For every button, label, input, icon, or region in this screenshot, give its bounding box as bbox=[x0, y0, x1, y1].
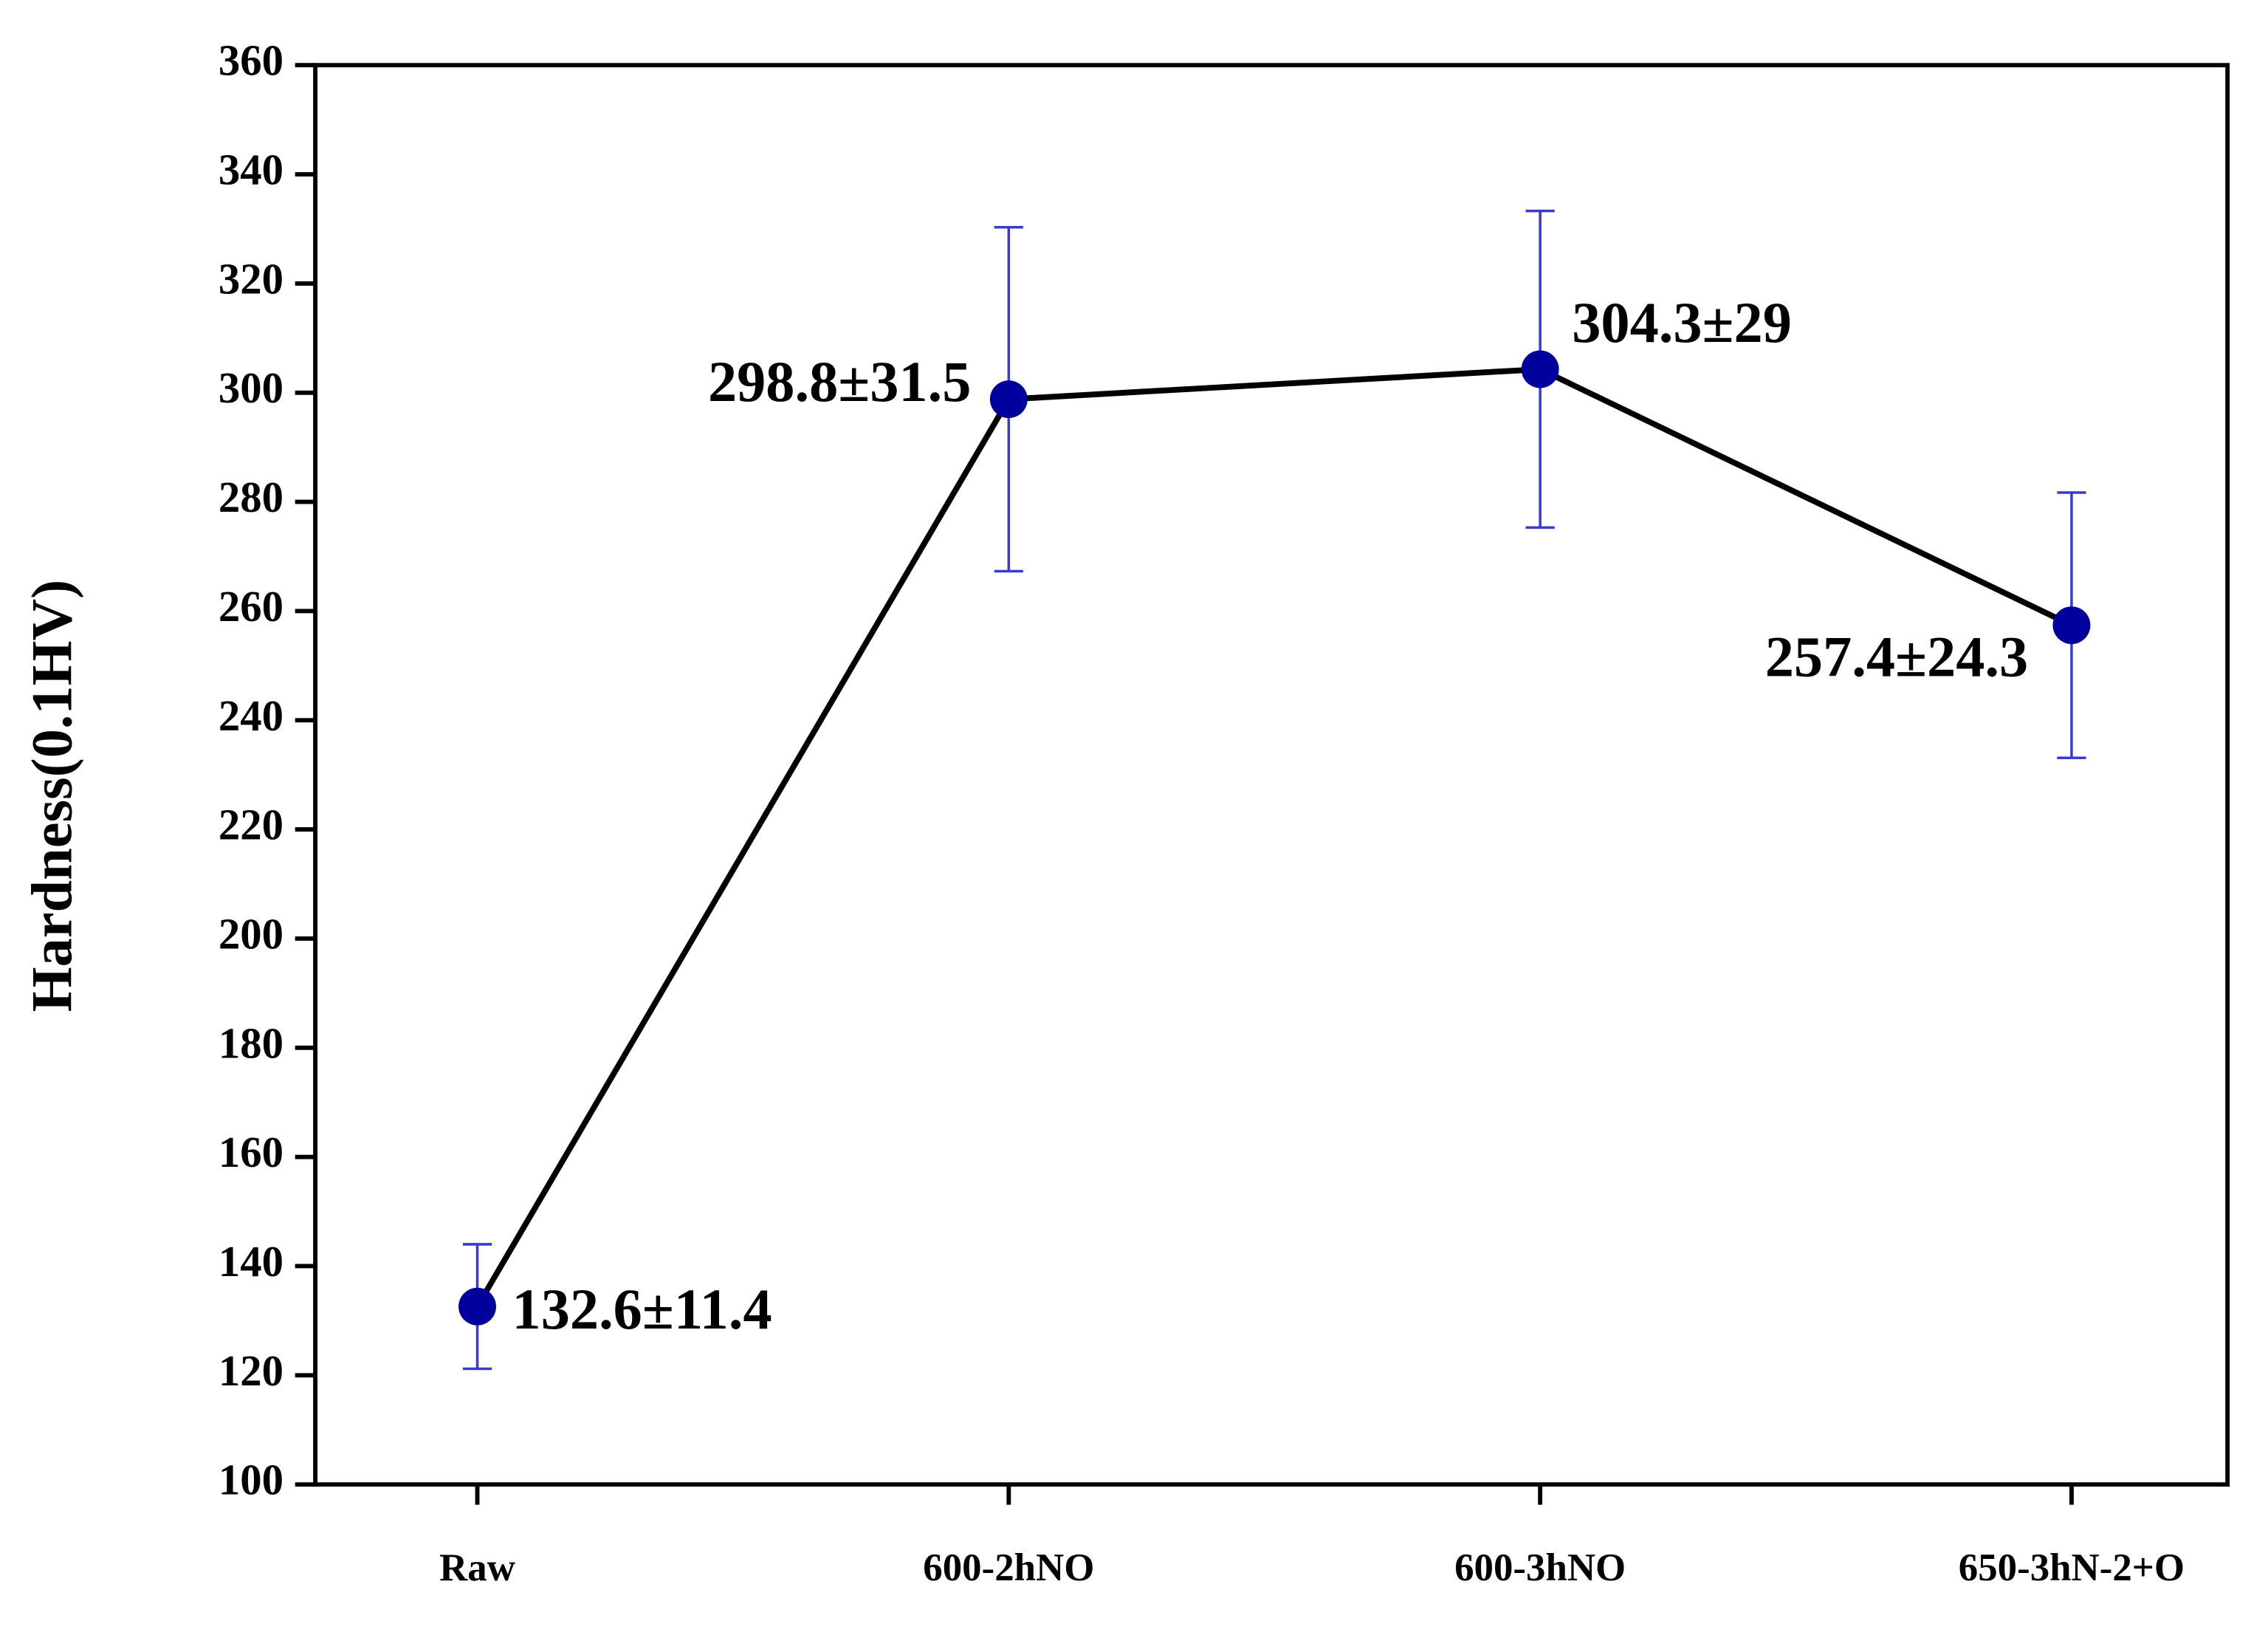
y-tick-label: 280 bbox=[219, 473, 284, 521]
y-tick-label: 220 bbox=[219, 801, 284, 849]
data-point bbox=[1521, 350, 1559, 388]
x-tick-label: Raw bbox=[439, 1546, 515, 1589]
data-point bbox=[989, 380, 1028, 419]
y-tick-label: 320 bbox=[219, 255, 284, 303]
x-tick-label: 600-3hNO bbox=[1454, 1546, 1626, 1589]
y-tick-label: 120 bbox=[219, 1347, 284, 1395]
data-line bbox=[475, 366, 2073, 1309]
plot-frame bbox=[313, 63, 2230, 1487]
x-tick-label: 650-3hN-2+O bbox=[1959, 1546, 2185, 1589]
y-tick-label: 100 bbox=[219, 1456, 284, 1504]
y-tick-label: 240 bbox=[219, 692, 284, 740]
y-tick-label: 160 bbox=[219, 1128, 284, 1176]
y-tick-label: 360 bbox=[219, 37, 284, 85]
y-tick-label: 200 bbox=[219, 910, 284, 958]
x-tick-label: 600-2hNO bbox=[923, 1546, 1094, 1589]
y-tick-label: 140 bbox=[219, 1238, 284, 1286]
value-label: 257.4±24.3 bbox=[1765, 625, 2028, 689]
y-tick-label: 260 bbox=[219, 583, 284, 631]
y-tick-label: 340 bbox=[219, 146, 284, 194]
value-label: 304.3±29 bbox=[1572, 290, 1792, 354]
value-label: 132.6±11.4 bbox=[512, 1277, 772, 1341]
y-tick-label: 180 bbox=[219, 1019, 284, 1067]
data-point bbox=[2052, 606, 2091, 645]
data-point bbox=[458, 1287, 496, 1326]
y-axis-label: Hardness(0.1HV) bbox=[19, 580, 83, 1012]
value-label: 298.8±31.5 bbox=[708, 349, 971, 414]
y-tick-label: 300 bbox=[219, 364, 284, 412]
